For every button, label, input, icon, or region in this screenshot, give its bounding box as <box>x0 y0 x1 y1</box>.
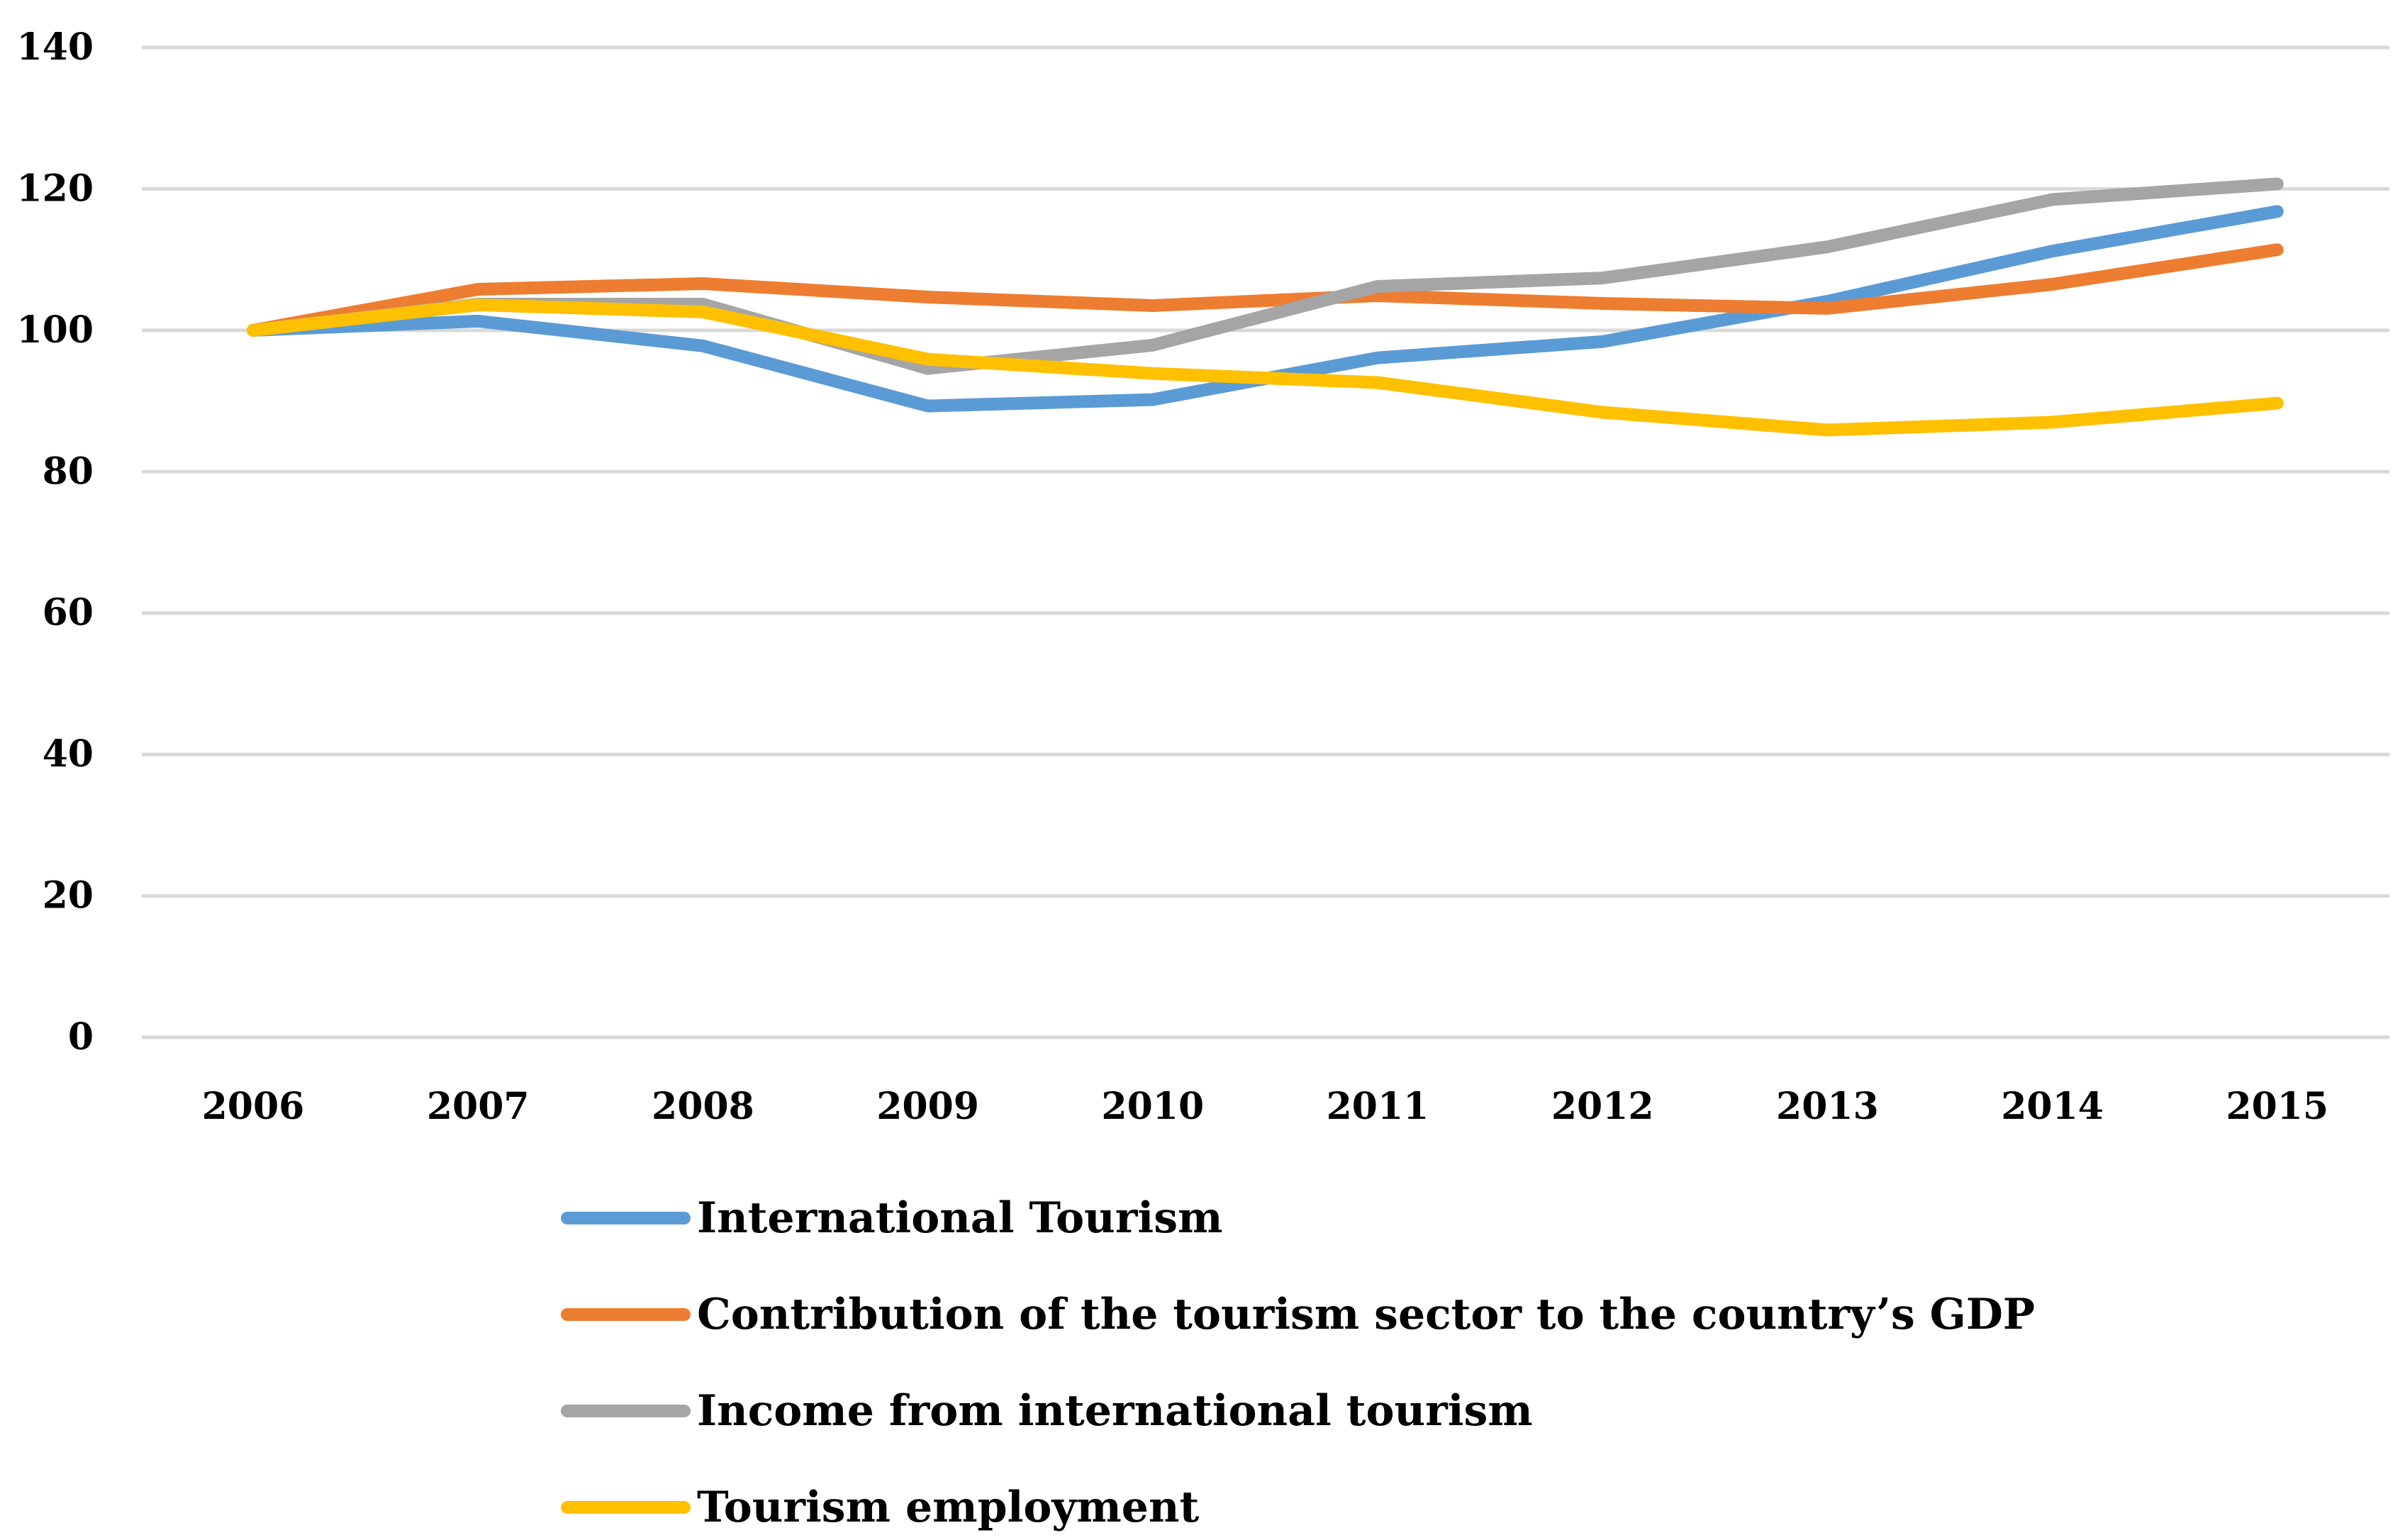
y-tick-label: 40 <box>43 732 94 776</box>
y-tick-label: 140 <box>16 26 94 69</box>
series-line-2 <box>247 243 2284 337</box>
y-tick-label: 20 <box>43 874 94 917</box>
x-tick-label: 2013 <box>1776 1085 1879 1128</box>
x-tick-label: 2011 <box>1327 1085 1429 1128</box>
x-tick-label: 2009 <box>876 1085 979 1128</box>
y-tick-label: 80 <box>43 450 94 493</box>
x-tick-label: 2014 <box>2001 1085 2104 1128</box>
legend-label: Income from international tourism <box>697 1386 1533 1436</box>
legend: International Tourism Contribution of the… <box>561 1193 2035 1532</box>
y-tick-label: 0 <box>68 1015 94 1059</box>
legend-entry-3: Income from international tourism <box>561 1386 1533 1436</box>
x-tick-label: 2008 <box>652 1085 754 1128</box>
y-tick-label: 100 <box>16 308 94 352</box>
x-axis-ticks: 2006 2007 2008 2009 2010 2011 2012 2013 2014 2015 <box>202 1085 2329 1128</box>
legend-label: Contribution of the tourism sector to th… <box>697 1290 2035 1339</box>
x-tick-label: 2010 <box>1101 1085 1204 1128</box>
legend-entry-1: International Tourism <box>561 1193 1222 1243</box>
legend-entry-4: Tourism employment <box>561 1483 1200 1532</box>
y-tick-label: 60 <box>43 591 94 635</box>
legend-label: Tourism employment <box>697 1483 1200 1532</box>
x-tick-label: 2006 <box>202 1085 305 1128</box>
legend-label: International Tourism <box>697 1193 1222 1243</box>
series-line-3 <box>247 177 2284 375</box>
y-axis-ticks: 0 20 40 60 80 100 120 140 <box>16 26 94 1059</box>
x-tick-label: 2012 <box>1551 1085 1654 1128</box>
series-lines <box>247 177 2284 437</box>
series-line-4 <box>247 298 2284 437</box>
legend-entry-2: Contribution of the tourism sector to th… <box>561 1290 2035 1339</box>
y-tick-label: 120 <box>16 167 94 210</box>
x-tick-label: 2015 <box>2226 1085 2328 1128</box>
x-tick-label: 2007 <box>427 1085 530 1128</box>
